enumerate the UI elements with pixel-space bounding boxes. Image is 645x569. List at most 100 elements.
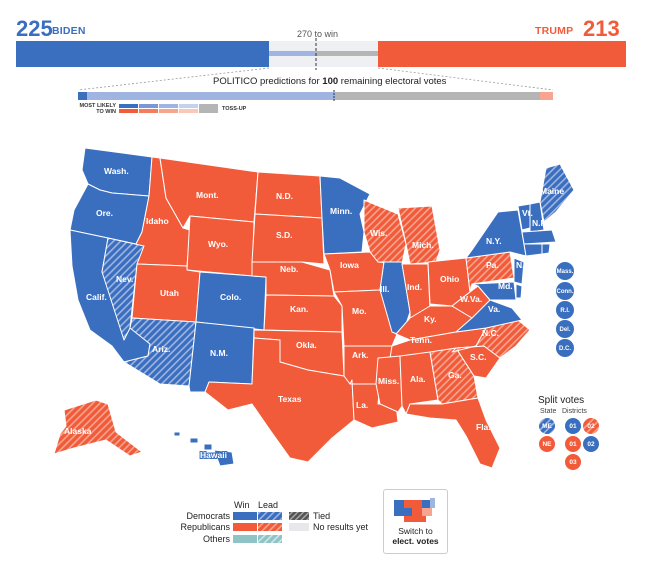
label-la: La.: [356, 400, 368, 410]
legend-others: Others: [202, 534, 230, 544]
prediction-count: 100: [322, 76, 339, 87]
label-ore: Ore.: [96, 208, 113, 218]
label-idaho: Idaho: [146, 216, 169, 226]
split-districts-header: Districts: [562, 408, 587, 415]
label-alaska: Alaska: [64, 426, 92, 436]
split-me-d1: 01: [569, 423, 577, 430]
most-likely-label: MOST LIKELY TO WIN: [78, 103, 116, 115]
split-ne-d2: 02: [587, 441, 595, 448]
zoom-line-left: [77, 67, 270, 91]
label-wash: Wash.: [104, 166, 129, 176]
state-ma: [521, 229, 557, 245]
label-nc: N.C.: [482, 328, 499, 338]
state-hi-1: [173, 431, 181, 437]
split-ne-state: NE: [542, 441, 552, 448]
label-maine: Maine: [540, 186, 564, 196]
legend-democrats: Democrats: [186, 511, 230, 521]
label-iowa: Iowa: [340, 260, 359, 270]
label-ny: N.Y.: [486, 236, 502, 246]
label-ky: Ky.: [424, 314, 437, 324]
label-fla: Fla.: [476, 422, 491, 432]
label-miss: Miss.: [378, 376, 399, 386]
label-hawaii: Hawaii: [200, 450, 227, 460]
trump-bar: [378, 41, 626, 67]
split-me-d2: 02: [587, 423, 595, 430]
label-nev: Nev.: [116, 274, 133, 284]
mini-map-icon: [391, 496, 437, 522]
prediction-dem-lean: [87, 92, 335, 100]
state-ny: [465, 209, 527, 259]
likelihood-legend: [119, 104, 218, 113]
legend-no-results: No results yet: [313, 522, 369, 532]
split-votes-title: Split votes: [538, 395, 585, 406]
split-ne-d1: 01: [569, 441, 577, 448]
label-wva: W.Va.: [460, 294, 482, 304]
label-okla: Okla.: [296, 340, 317, 350]
state-nc: [451, 319, 531, 359]
label-minn: Minn.: [330, 206, 352, 216]
circle-conn: Conn.: [557, 289, 574, 295]
label-vt: Vt.: [522, 208, 533, 218]
switch-electoral-votes-button[interactable]: Switch to elect. votes: [383, 489, 448, 554]
legend-republicans: Republicans: [180, 522, 230, 532]
circle-ri: R.I.: [560, 308, 570, 314]
split-state-header: State: [540, 408, 557, 415]
legend-win: Win: [234, 500, 250, 510]
state-hi-3: [203, 443, 213, 451]
circle-dc: D.C.: [559, 346, 571, 352]
label-kan: Kan.: [290, 304, 308, 314]
label-md: Md.: [498, 281, 513, 291]
biden-bar: [16, 41, 269, 67]
state-md: [471, 281, 517, 301]
label-ala: Ala.: [410, 374, 426, 384]
label-ark: Ark.: [352, 350, 369, 360]
split-me-state: ME: [542, 423, 552, 430]
prediction-suffix: remaining electoral votes: [338, 76, 447, 87]
state-sd: [251, 213, 325, 265]
state-hi-2: [189, 437, 199, 444]
label-nd: N.D.: [276, 191, 293, 201]
state-tx: [204, 337, 355, 463]
legend-lead: Lead: [258, 500, 279, 510]
state-ct: [523, 243, 543, 257]
zoom-line-right: [377, 67, 554, 91]
label-mont: Mont.: [196, 190, 219, 200]
prediction-prefix: POLITICO predictions for: [213, 76, 323, 87]
state-mi: [397, 205, 441, 265]
threshold-label: 270 to win: [297, 29, 339, 39]
label-ohio: Ohio: [440, 274, 459, 284]
label-ariz: Ariz.: [152, 344, 170, 354]
label-calif: Calif.: [86, 292, 107, 302]
label-sd: S.D.: [276, 230, 293, 240]
label-ind: Ind.: [407, 282, 422, 292]
state-nj: [513, 257, 525, 285]
label-colo: Colo.: [220, 292, 241, 302]
electoral-bars: [16, 38, 626, 113]
trump-count: 213: [583, 16, 620, 41]
circle-mass: Mass.: [557, 269, 574, 275]
label-ga: Ga.: [448, 370, 462, 380]
label-utah: Utah: [160, 288, 179, 298]
northeast-circles: Mass. Conn. R.I. Del. D.C.: [556, 262, 574, 357]
prediction-tossup: [335, 92, 540, 100]
state-de: [515, 283, 523, 299]
state-labels: Wash. Ore. Idaho Mont. Wyo. Nev. Calif. …: [64, 166, 564, 461]
split-votes: ME 01 02 NE 01 02 03: [539, 418, 599, 470]
label-tenn: Tenn.: [410, 335, 432, 345]
label-neb: Neb.: [280, 264, 298, 274]
prediction-caption: POLITICO predictions for 100 remaining e…: [213, 76, 446, 87]
label-texas: Texas: [278, 394, 302, 404]
split-ne-d3: 03: [569, 459, 577, 466]
tossup-label: TOSS-UP: [222, 106, 247, 112]
state-ks: [263, 294, 343, 333]
label-nm: N.M.: [210, 348, 228, 358]
switch-button-label: Switch to elect. votes: [384, 526, 447, 546]
state-fl: [405, 397, 501, 469]
prediction-rep-lean: [540, 92, 553, 100]
most-likely-text: MOST LIKELY: [79, 103, 116, 109]
state-nh: [529, 201, 545, 233]
label-wyo: Wyo.: [208, 239, 228, 249]
trump-label: TRUMP: [535, 25, 574, 37]
label-pa: Pa.: [486, 260, 499, 270]
